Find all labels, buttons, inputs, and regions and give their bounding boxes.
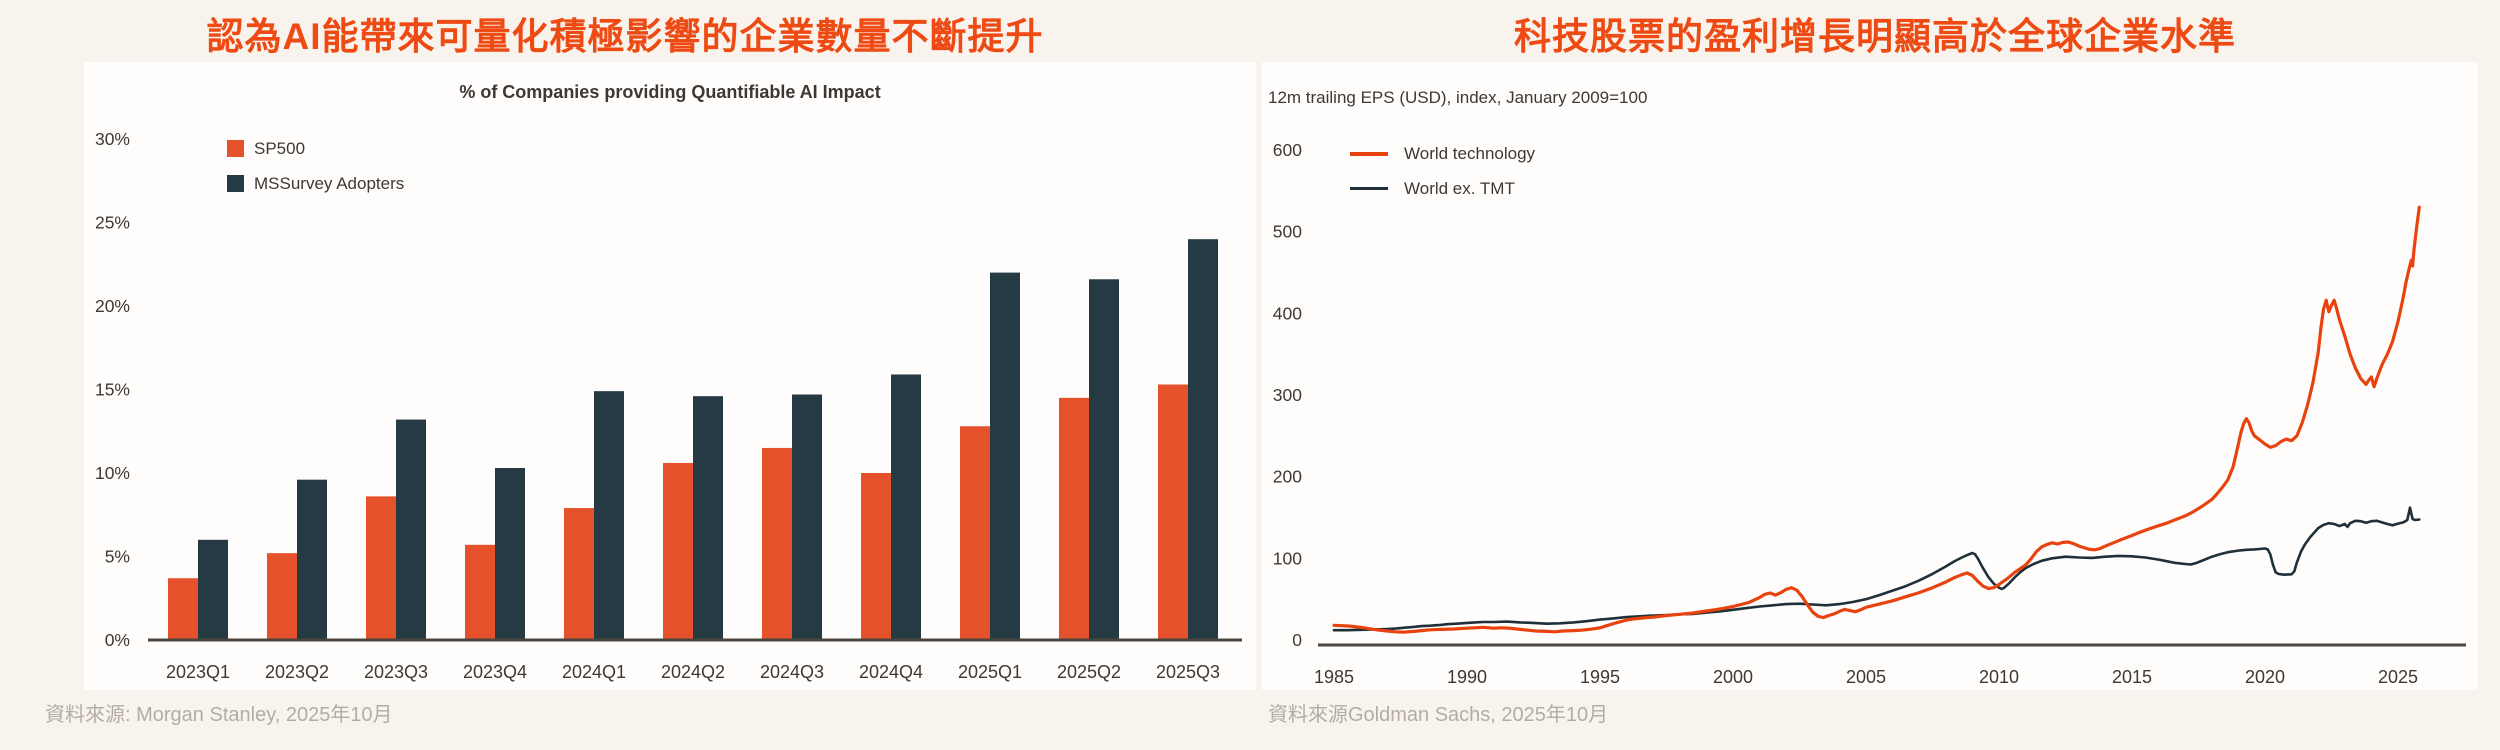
legend-row-extmt: World ex. TMT [1350,171,1535,206]
bar-sp500-2025Q3 [1158,384,1188,640]
bar-mssurvey-adopters-2023Q2 [297,479,327,640]
bar-mssurvey-adopters-2024Q2 [693,396,723,640]
bar-sp500-2025Q2 [1059,397,1089,640]
right-panel: 科技股票的盈利增長明顯高於全球企業水準 12m trailing EPS (US… [1250,0,2500,750]
legend-row-tech: World technology [1350,136,1535,171]
tech-line-swatch-icon [1350,151,1388,156]
bar-mssurvey-adopters-2024Q3 [792,394,822,640]
x-axis-label: 2000 [1713,667,1753,687]
y-axis-label: 0% [105,630,130,650]
bar-mssurvey-adopters-2024Q1 [594,391,624,640]
legend-label-adopters: MSSurvey Adopters [254,173,405,193]
y-axis-label: 0 [1292,630,1302,650]
bar-sp500-2024Q1 [564,508,594,640]
y-axis-label: 500 [1273,222,1302,242]
bar-mssurvey-adopters-2023Q1 [198,539,228,640]
x-axis-label: 1985 [1314,667,1354,687]
bar-sp500-2023Q3 [366,496,396,640]
x-axis-label: 2025 [2378,667,2418,687]
x-axis-label: 2005 [1846,667,1886,687]
right-chart-card [1262,62,2478,690]
line-chart-title: 12m trailing EPS (USD), index, January 2… [1268,88,1648,107]
bar-sp500-2024Q4 [861,473,891,640]
bar-sp500-2023Q1 [168,578,198,640]
y-axis-label: 400 [1273,303,1302,323]
legend-row-adopters: MSSurvey Adopters [227,166,404,201]
y-axis-label: 300 [1273,385,1302,405]
left-title: 認為AI能帶來可量化積極影響的企業數量不斷提升 [206,16,1044,57]
legend-label-extmt: World ex. TMT [1404,178,1515,198]
x-axis-label: 2024Q4 [859,662,923,682]
x-axis-label: 1995 [1580,667,1620,687]
bar-mssurvey-adopters-2025Q3 [1188,239,1218,640]
y-axis-label: 10% [95,463,130,483]
y-axis-label: 25% [95,213,130,233]
line-chart: 0 100 200 300 400 500 600 1985 1990 1995 2000 2005 2… [1273,140,2466,687]
bar-mssurvey-adopters-2024Q4 [891,374,921,640]
bar-sp500-2023Q4 [465,544,495,640]
x-axis-label: 2024Q1 [562,662,626,682]
bar-mssurvey-adopters-2023Q3 [396,419,426,640]
legend-label-tech: World technology [1404,143,1536,163]
y-axis-label: 200 [1273,467,1302,487]
x-axis-label: 2024Q3 [760,662,824,682]
x-axis-label: 2023Q2 [265,662,329,682]
y-axis-label: 600 [1273,140,1302,160]
sp500-swatch-icon [227,140,244,157]
right-title: 科技股票的盈利增長明顯高於全球企業水準 [1514,16,2236,57]
bar-sp500-2023Q2 [267,553,297,640]
y-axis-label: 5% [105,547,130,567]
legend-label-sp500: SP500 [254,138,306,158]
bar-sp500-2025Q1 [960,426,990,640]
bar-mssurvey-adopters-2025Q2 [1089,279,1119,640]
world-ex-tmt-line [1332,506,2421,632]
bar-mssurvey-adopters-2025Q1 [990,272,1020,640]
y-axis-label: 100 [1273,548,1302,568]
y-axis-label: 15% [95,380,130,400]
bar-mssurvey-adopters-2023Q4 [495,467,525,640]
left-source: 資料來源: Morgan Stanley, 2025年10月 [45,704,393,726]
bar-chart-title: % of Companies providing Quantifiable AI… [459,82,881,102]
x-axis-label: 2015 [2112,667,2152,687]
x-axis-label: 2023Q3 [364,662,428,682]
bar-sp500-2024Q2 [663,462,693,640]
adopters-swatch-icon [227,175,244,192]
bar-chart-legend: SP500 MSSurvey Adopters [227,131,404,201]
x-axis-label: 2025Q3 [1156,662,1220,682]
x-axis-label: 2025Q1 [958,662,1022,682]
bar-sp500-2024Q3 [762,447,792,640]
x-axis-label: 2025Q2 [1057,662,1121,682]
right-source: 資料來源Goldman Sachs, 2025年10月 [1268,704,1609,726]
x-axis-label: 2010 [1979,667,2019,687]
y-axis-label: 30% [95,129,130,149]
world-technology-line [1332,205,2421,634]
y-axis-label: 20% [95,296,130,316]
bar-chart: 0% 5% 10% 15% 20% 25% 30% 2023Q1 2023Q2 2023Q3 202… [95,129,1242,682]
legend-row-sp500: SP500 [227,131,404,166]
x-axis-label: 2024Q2 [661,662,725,682]
left-panel: 認為AI能帶來可量化積極影響的企業數量不斷提升 % of Companies p… [45,16,1256,726]
extmt-line-swatch-icon [1350,187,1388,190]
x-axis-label: 2023Q4 [463,662,527,682]
x-axis-label: 1990 [1447,667,1487,687]
x-axis-label: 2023Q1 [166,662,230,682]
x-axis-label: 2020 [2245,667,2285,687]
line-chart-legend: World technology World ex. TMT [1350,136,1535,206]
